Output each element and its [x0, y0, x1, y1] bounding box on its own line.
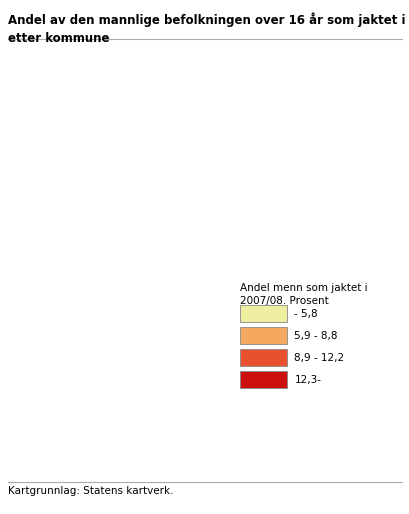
- Text: 12,3-: 12,3-: [294, 375, 321, 385]
- Text: etter kommune: etter kommune: [8, 32, 110, 45]
- Text: 5,9 - 8,8: 5,9 - 8,8: [294, 331, 337, 341]
- Text: Andel menn som jaktet i
2007/08. Prosent: Andel menn som jaktet i 2007/08. Prosent: [239, 283, 366, 306]
- Text: 8,9 - 12,2: 8,9 - 12,2: [294, 353, 344, 363]
- Text: Andel av den mannlige befolkningen over 16 år som jaktet i 2007/08,: Andel av den mannlige befolkningen over …: [8, 13, 409, 27]
- Text: Kartgrunnlag: Statens kartverk.: Kartgrunnlag: Statens kartverk.: [8, 486, 173, 495]
- Text: - 5,8: - 5,8: [294, 308, 317, 319]
